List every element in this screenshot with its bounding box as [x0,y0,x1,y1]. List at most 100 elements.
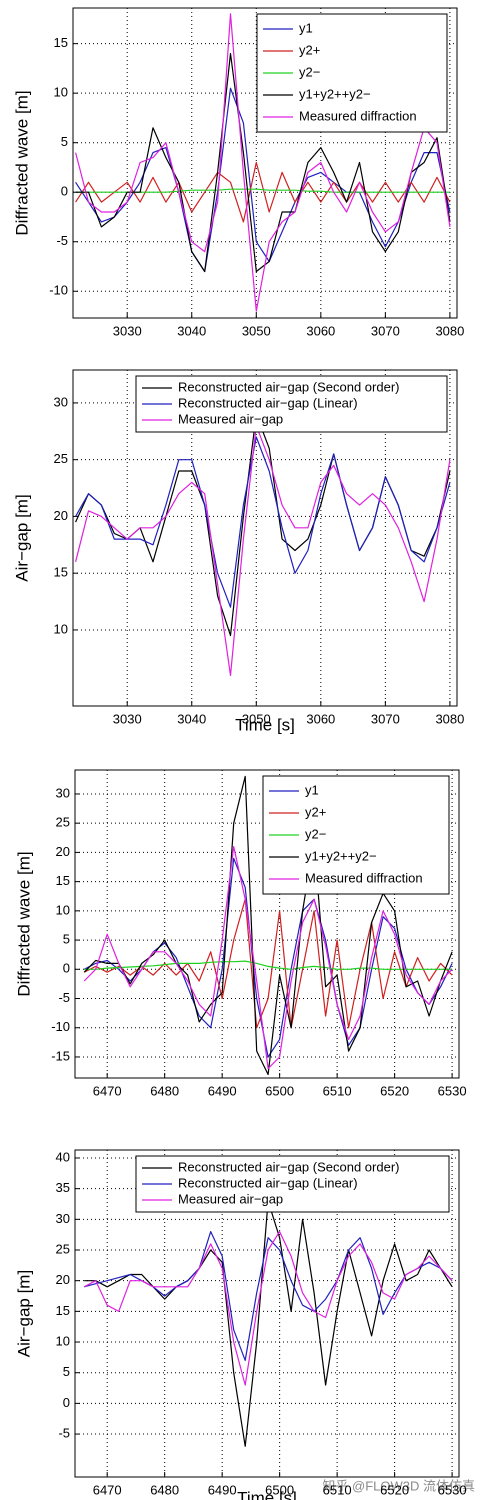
series-line [75,425,451,676]
y-tick-label: -10 [49,283,68,298]
x-tick-label: 6520 [380,1083,409,1098]
y-tick-label: 0 [61,184,68,199]
y-tick-label: 25 [56,815,70,830]
series-line [83,898,453,1029]
y-tick-label: 0 [63,1395,70,1410]
x-axis-label: Time [s] [237,1488,297,1500]
y-tick-label: 30 [56,785,70,800]
series-line [75,87,451,273]
y-tick-label: 15 [54,35,68,50]
x-axis-label: Time [s] [235,715,295,734]
y-tick-label: 5 [63,1364,70,1379]
series-line [83,846,453,1070]
x-tick-label: 6530 [438,1083,467,1098]
x-tick-label: 6480 [150,1083,179,1098]
y-tick-label: 15 [56,873,70,888]
x-tick-label: 3040 [177,711,206,726]
legend-label: y2− [299,64,320,79]
y-tick-label: 10 [56,902,70,917]
legend-label: y2+ [299,42,320,57]
legend-label: y1+y2++y2− [299,86,371,101]
y-tick-label: 35 [56,1180,70,1195]
series-line [75,161,451,223]
lines [83,775,453,1076]
y-axis-label: Air−gap [m] [12,494,31,581]
x-tick-label: 6480 [150,1482,179,1497]
y-tick-label: 25 [56,1241,70,1256]
x-tick-label: 3060 [306,711,335,726]
y-tick-label: 30 [54,394,68,409]
legend-label: y1 [305,782,319,797]
x-tick-label: 3070 [371,711,400,726]
y-tick-label: 15 [54,565,68,580]
x-tick-label: 3080 [435,711,464,726]
y-tick-label: 10 [54,621,68,636]
plot-frame [74,1149,460,1478]
series-line [75,413,451,637]
legend: Reconstructed air−gap (Second order)Reco… [135,375,448,433]
y-tick-label: 20 [56,844,70,859]
x-tick-label: 6510 [323,1482,352,1497]
legend-label: y2− [305,826,326,841]
legend-label: Measured diffraction [299,108,417,123]
legend-box [135,1155,450,1213]
x-tick-label: 6510 [323,1083,352,1098]
series-line [75,436,451,608]
x-tick-label: 3060 [306,323,335,338]
watermark: 知乎 @FLOW3D 流体仿真 [322,1478,475,1493]
x-tick-label: 6530 [438,1482,467,1497]
lines [75,413,451,676]
plot-frame [74,769,460,1079]
x-tick-label: 6470 [93,1083,122,1098]
legend-label: Reconstructed air−gap (Linear) [178,395,358,410]
y-tick-label: 0 [63,961,70,976]
series-line [84,960,453,970]
legend-label: Measured diffraction [305,870,423,885]
y-axis-label: Diffracted wave [m] [12,90,31,235]
x-tick-label: 6500 [265,1482,294,1497]
x-tick-label: 6500 [265,1083,294,1098]
legend-label: Reconstructed air−gap (Second order) [178,1159,399,1174]
y-tick-label: 20 [56,1272,70,1287]
x-tick-label: 3080 [435,323,464,338]
x-tick-label: 3030 [113,711,142,726]
series-line [75,13,451,312]
x-tick-label: 3050 [242,711,271,726]
chart: 3030 3040 3050 3060 3070 3080 -10 -5 0 5 10 15 Diffr… [12,7,464,338]
x-tick-label: 6490 [208,1482,237,1497]
y-tick-label: -10 [51,1019,70,1034]
legend-box [135,375,448,433]
x-tick-label: 6490 [208,1083,237,1098]
legend: y1 y2+ y2− y1+y2++y2− Measured diffraction [256,13,448,133]
y-tick-label: 5 [63,932,70,947]
plot-frame [72,369,458,707]
plot-frame [72,7,458,319]
y-tick-label: 20 [54,508,68,523]
y-tick-label: 40 [56,1149,70,1164]
chart: 3030 3040 3050 3060 3070 3080 10 15 20 25 30 Air−ga… [12,369,464,734]
series-line [83,775,453,1076]
series-line [83,1231,453,1386]
legend: Reconstructed air−gap (Second order)Reco… [135,1155,450,1213]
series-line [75,53,451,273]
legend-label: y2+ [305,804,326,819]
x-tick-label: 3040 [177,323,206,338]
legend-label: Reconstructed air−gap (Second order) [178,379,399,394]
legend-label: y1+y2++y2− [305,848,377,863]
legend: y1 y2+ y2− y1+y2++y2− Measured diffraction [262,775,450,895]
y-axis-label: Air−gap [m] [14,1270,33,1357]
y-tick-label: -5 [58,990,70,1005]
x-tick-label: 3030 [113,323,142,338]
x-tick-label: 6470 [93,1482,122,1497]
x-tick-label: 3050 [242,323,271,338]
lines [75,13,451,312]
y-tick-label: -5 [56,233,68,248]
y-tick-label: 10 [54,85,68,100]
y-tick-label: -5 [58,1425,70,1440]
y-tick-label: 10 [56,1333,70,1348]
y-tick-label: 15 [56,1303,70,1318]
legend-label: Measured air−gap [178,411,283,426]
x-tick-label: 6520 [380,1482,409,1497]
chart: 6470 6480 6490 6500 6510 6520 6530 -15 -10 -5 0 5 10… [14,769,467,1098]
